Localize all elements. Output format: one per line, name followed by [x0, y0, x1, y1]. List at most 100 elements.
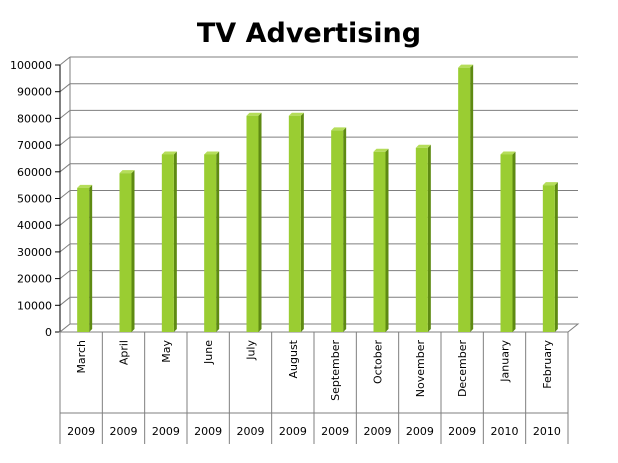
bar-front [119, 173, 132, 332]
y-tick-label: 80000 [17, 112, 52, 125]
x-category-label: April [118, 340, 131, 365]
gridline-depth [59, 83, 71, 93]
bar-top [161, 151, 177, 155]
bar-side [216, 151, 220, 332]
bar-top [77, 184, 93, 188]
x-year-label: 2009 [448, 425, 476, 438]
bars [77, 64, 558, 333]
bar [373, 148, 389, 332]
x-category-label: February [541, 340, 554, 389]
bar-side [385, 148, 389, 332]
bar [161, 151, 177, 332]
x-year-label: 2009 [67, 425, 95, 438]
x-year-label: 2010 [491, 425, 519, 438]
bar-side [554, 182, 558, 332]
bar-top [288, 112, 304, 116]
x-category-label: March [75, 340, 88, 374]
bar [415, 144, 431, 332]
x-year-label: 2009 [364, 425, 392, 438]
x-category-label: November [414, 340, 427, 398]
bar-top [119, 170, 135, 174]
x-year-label: 2009 [152, 425, 180, 438]
bar-front [331, 130, 344, 332]
x-year-label: 2009 [321, 425, 349, 438]
gridline-depth [59, 136, 71, 146]
bar [288, 112, 304, 332]
x-category-label: July [245, 340, 258, 361]
bar-top [204, 151, 220, 155]
axes [55, 57, 580, 444]
bar [246, 112, 262, 332]
bar [458, 64, 474, 333]
gridline-depth [59, 296, 71, 306]
gridline-depth [59, 163, 71, 173]
bar-front [288, 115, 301, 332]
bar-front [161, 154, 174, 332]
bar-front [246, 115, 259, 332]
axis-labels: 0 10000 20000 30000 40000 50000 60000 70000 8000… [10, 59, 561, 438]
y-tick-label: 20000 [17, 273, 52, 286]
bar-top [373, 148, 389, 152]
bar-side [173, 151, 177, 332]
bar-side [343, 127, 347, 332]
bar-front [500, 154, 513, 332]
bar [331, 127, 347, 332]
gridline-depth [59, 110, 71, 119]
x-year-label: 2009 [279, 425, 307, 438]
bar-side [470, 64, 474, 333]
gridline-depth [59, 216, 71, 226]
y-tick-label: 90000 [17, 86, 52, 99]
y-tick-label: 100000 [10, 59, 52, 72]
x-year-label: 2009 [237, 425, 265, 438]
y-tick-label: 10000 [17, 299, 52, 312]
x-category-label: June [202, 340, 215, 365]
chart-floor [58, 323, 580, 333]
x-category-label: September [329, 340, 342, 401]
x-year-label: 2009 [406, 425, 434, 438]
bar-top [500, 151, 516, 155]
x-year-label: 2009 [194, 425, 222, 438]
bar-top [331, 127, 347, 131]
bar [77, 184, 93, 332]
bar-front [458, 67, 471, 333]
bar-top [415, 144, 431, 148]
x-category-label: October [372, 340, 385, 384]
bar-side [512, 151, 516, 332]
y-tick-label: 70000 [17, 139, 52, 152]
x-category-label: January [499, 340, 512, 383]
chart-title: TV Advertising [196, 18, 422, 49]
bar-side [300, 112, 304, 332]
gridline-depth [59, 190, 71, 199]
y-tick-label: 50000 [17, 193, 52, 206]
bar [542, 182, 558, 332]
bar-side [89, 184, 93, 332]
x-year-label: 2009 [110, 425, 138, 438]
x-year-label: 2010 [533, 425, 561, 438]
bar-side [427, 144, 431, 332]
bar-top [246, 112, 262, 116]
bar-front [204, 154, 217, 332]
bar-front [415, 147, 428, 332]
bar-side [131, 170, 135, 332]
bar [119, 170, 135, 332]
x-category-label: May [160, 340, 173, 363]
bar-top [542, 182, 558, 186]
bar-front [542, 185, 555, 332]
gridlines [59, 56, 578, 333]
bar-top [458, 64, 474, 68]
y-tick-label: 40000 [17, 219, 52, 232]
gridline-depth [59, 56, 71, 66]
bar [500, 151, 516, 332]
gridline-depth [59, 243, 71, 253]
y-tick-label: 0 [45, 326, 52, 339]
y-tick-label: 30000 [17, 246, 52, 259]
bar-front [373, 151, 386, 332]
gridline-depth [59, 270, 71, 279]
bar-front [77, 187, 90, 332]
bar-side [258, 112, 262, 332]
x-category-label: December [456, 340, 469, 398]
x-category-label: August [287, 339, 300, 378]
y-tick-label: 60000 [17, 166, 52, 179]
bar [204, 151, 220, 332]
